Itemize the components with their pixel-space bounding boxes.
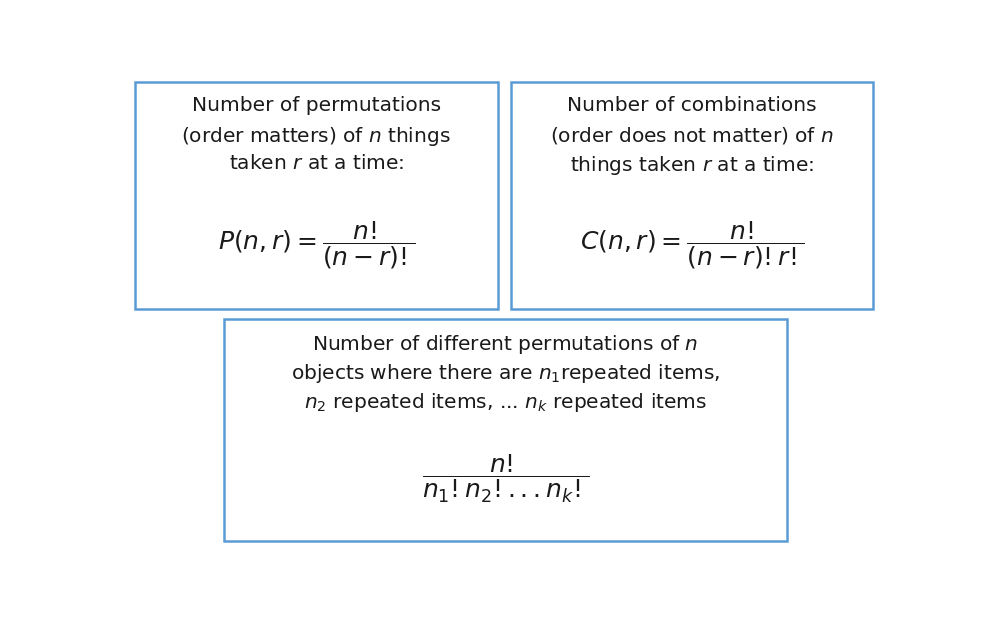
- Text: $C(n,r) = \dfrac{n!}{(n-r)!r!}$: $C(n,r) = \dfrac{n!}{(n-r)!r!}$: [580, 219, 805, 271]
- Text: (order does not matter) of $n$: (order does not matter) of $n$: [550, 125, 834, 146]
- Text: Number of different permutations of $n$: Number of different permutations of $n$: [313, 333, 698, 356]
- Text: $P(n,r) = \dfrac{n!}{(n-r)!}$: $P(n,r) = \dfrac{n!}{(n-r)!}$: [218, 219, 415, 271]
- Text: taken $r$ at a time:: taken $r$ at a time:: [229, 154, 404, 173]
- Text: objects where there are $n_1$repeated items,: objects where there are $n_1$repeated it…: [291, 362, 720, 385]
- FancyBboxPatch shape: [511, 82, 874, 309]
- Text: Number of combinations: Number of combinations: [567, 96, 817, 115]
- Text: things taken $r$ at a time:: things taken $r$ at a time:: [570, 154, 814, 177]
- FancyBboxPatch shape: [224, 319, 787, 541]
- Text: $n_2$ repeated items, ... $n_k$ repeated items: $n_2$ repeated items, ... $n_k$ repeated…: [304, 391, 707, 415]
- Text: Number of permutations: Number of permutations: [191, 96, 441, 115]
- Text: $\dfrac{n!}{n_1!n_2!...n_k!}$: $\dfrac{n!}{n_1!n_2!...n_k!}$: [422, 452, 589, 505]
- FancyBboxPatch shape: [135, 82, 498, 309]
- Text: (order matters) of $n$ things: (order matters) of $n$ things: [181, 125, 451, 148]
